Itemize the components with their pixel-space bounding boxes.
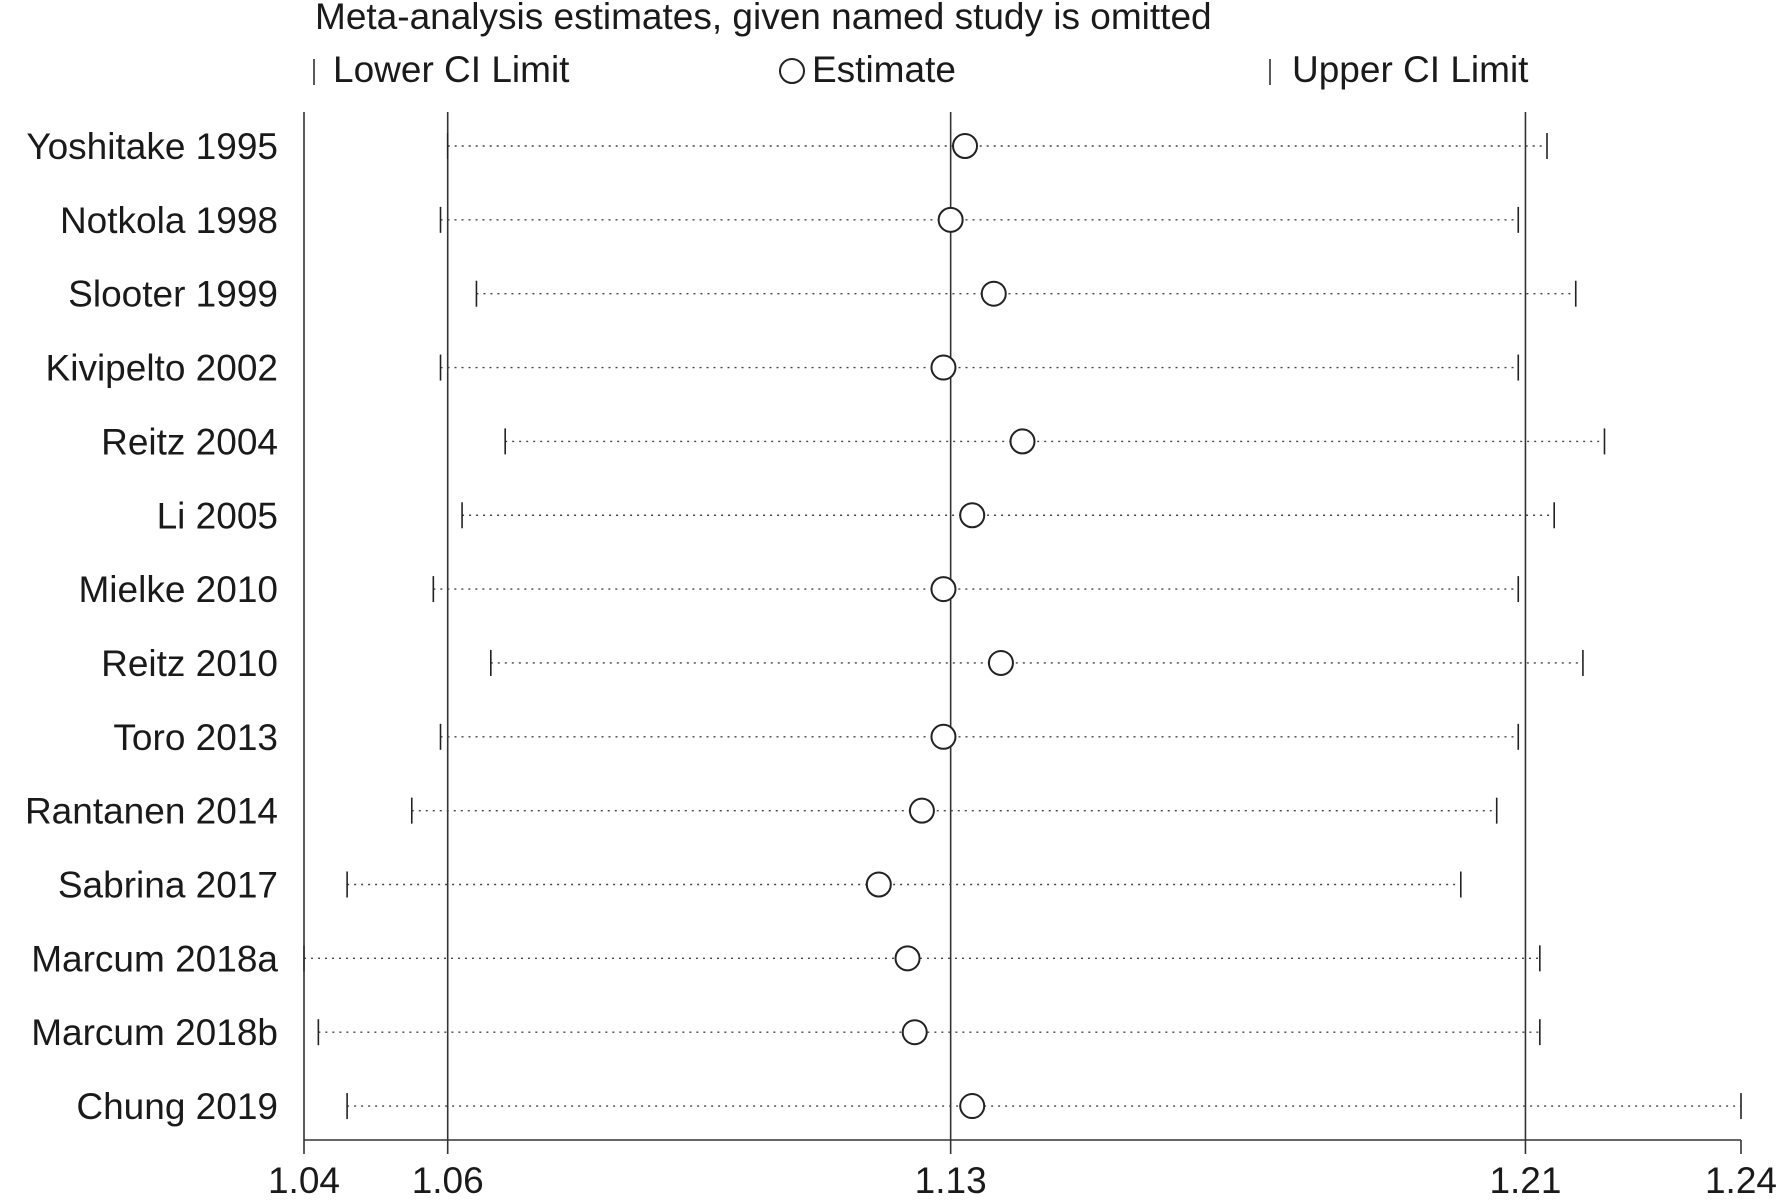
study-label: Toro 2013 xyxy=(113,717,278,758)
x-tick-label: 1.24 xyxy=(1705,1160,1777,1201)
estimate-marker xyxy=(987,649,1014,676)
study-label: Slooter 1999 xyxy=(68,274,278,315)
study-label: Kivipelto 2002 xyxy=(46,348,278,389)
study-rows: Yoshitake 1995 Notkola 1998 Slooter 1999 Ki… xyxy=(25,126,1742,1127)
estimate-marker xyxy=(930,576,957,603)
x-tick-label: 1.04 xyxy=(268,1160,340,1201)
study-row: Sabrina 2017 xyxy=(58,865,1462,906)
estimate-marker xyxy=(959,1093,986,1120)
study-row: Yoshitake 1995 xyxy=(26,126,1548,167)
study-label: Reitz 2010 xyxy=(101,643,278,684)
study-row: Kivipelto 2002 xyxy=(46,348,1520,389)
legend-estimate-label: Estimate xyxy=(812,49,956,90)
study-label: Sabrina 2017 xyxy=(58,865,278,906)
estimate-marker xyxy=(937,206,964,233)
legend-lower-label: Lower CI Limit xyxy=(333,49,570,90)
study-label: Rantanen 2014 xyxy=(25,791,278,832)
study-label: Notkola 1998 xyxy=(60,200,278,241)
study-label: Chung 2019 xyxy=(76,1086,278,1127)
estimate-marker xyxy=(908,797,935,824)
legend-upper-label: Upper CI Limit xyxy=(1292,49,1529,90)
x-tick-label: 1.06 xyxy=(412,1160,484,1201)
study-row: Reitz 2010 xyxy=(101,643,1584,684)
estimate-marker xyxy=(930,354,957,381)
x-tick-label: 1.21 xyxy=(1489,1160,1561,1201)
study-row: Li 2005 xyxy=(157,495,1555,536)
estimate-marker xyxy=(930,723,957,750)
study-label: Marcum 2018a xyxy=(31,938,278,979)
estimate-marker xyxy=(1009,428,1036,455)
legend-estimate-marker xyxy=(779,58,805,84)
study-row: Reitz 2004 xyxy=(101,421,1606,462)
estimate-marker xyxy=(959,502,986,529)
study-label: Li 2005 xyxy=(157,495,278,536)
legend: Lower CI Limit Estimate Upper CI Limit xyxy=(313,49,1529,90)
estimate-marker xyxy=(980,280,1007,307)
study-row: Slooter 1999 xyxy=(68,274,1577,315)
study-row: Marcum 2018a xyxy=(31,938,1541,979)
study-label: Marcum 2018b xyxy=(31,1012,278,1053)
study-label: Yoshitake 1995 xyxy=(26,126,278,167)
estimate-marker xyxy=(894,945,921,972)
study-row: Marcum 2018b xyxy=(31,1012,1541,1053)
axes: 1.04 1.06 1.13 1.21 1.24 xyxy=(268,112,1777,1201)
study-row: Mielke 2010 xyxy=(78,569,1520,610)
estimate-marker xyxy=(952,133,979,159)
study-row: Toro 2013 xyxy=(113,717,1520,758)
study-row: Notkola 1998 xyxy=(60,200,1520,241)
chart-title: Meta-analysis estimates, given named stu… xyxy=(315,0,1212,37)
x-tick-label: 1.13 xyxy=(915,1160,987,1201)
estimate-marker xyxy=(865,871,892,898)
study-row: Rantanen 2014 xyxy=(25,791,1498,832)
reference-lines xyxy=(446,112,1527,1140)
study-label: Reitz 2004 xyxy=(101,421,278,462)
study-label: Mielke 2010 xyxy=(78,569,278,610)
study-row: Chung 2019 xyxy=(76,1086,1742,1127)
estimate-marker xyxy=(901,1019,928,1046)
